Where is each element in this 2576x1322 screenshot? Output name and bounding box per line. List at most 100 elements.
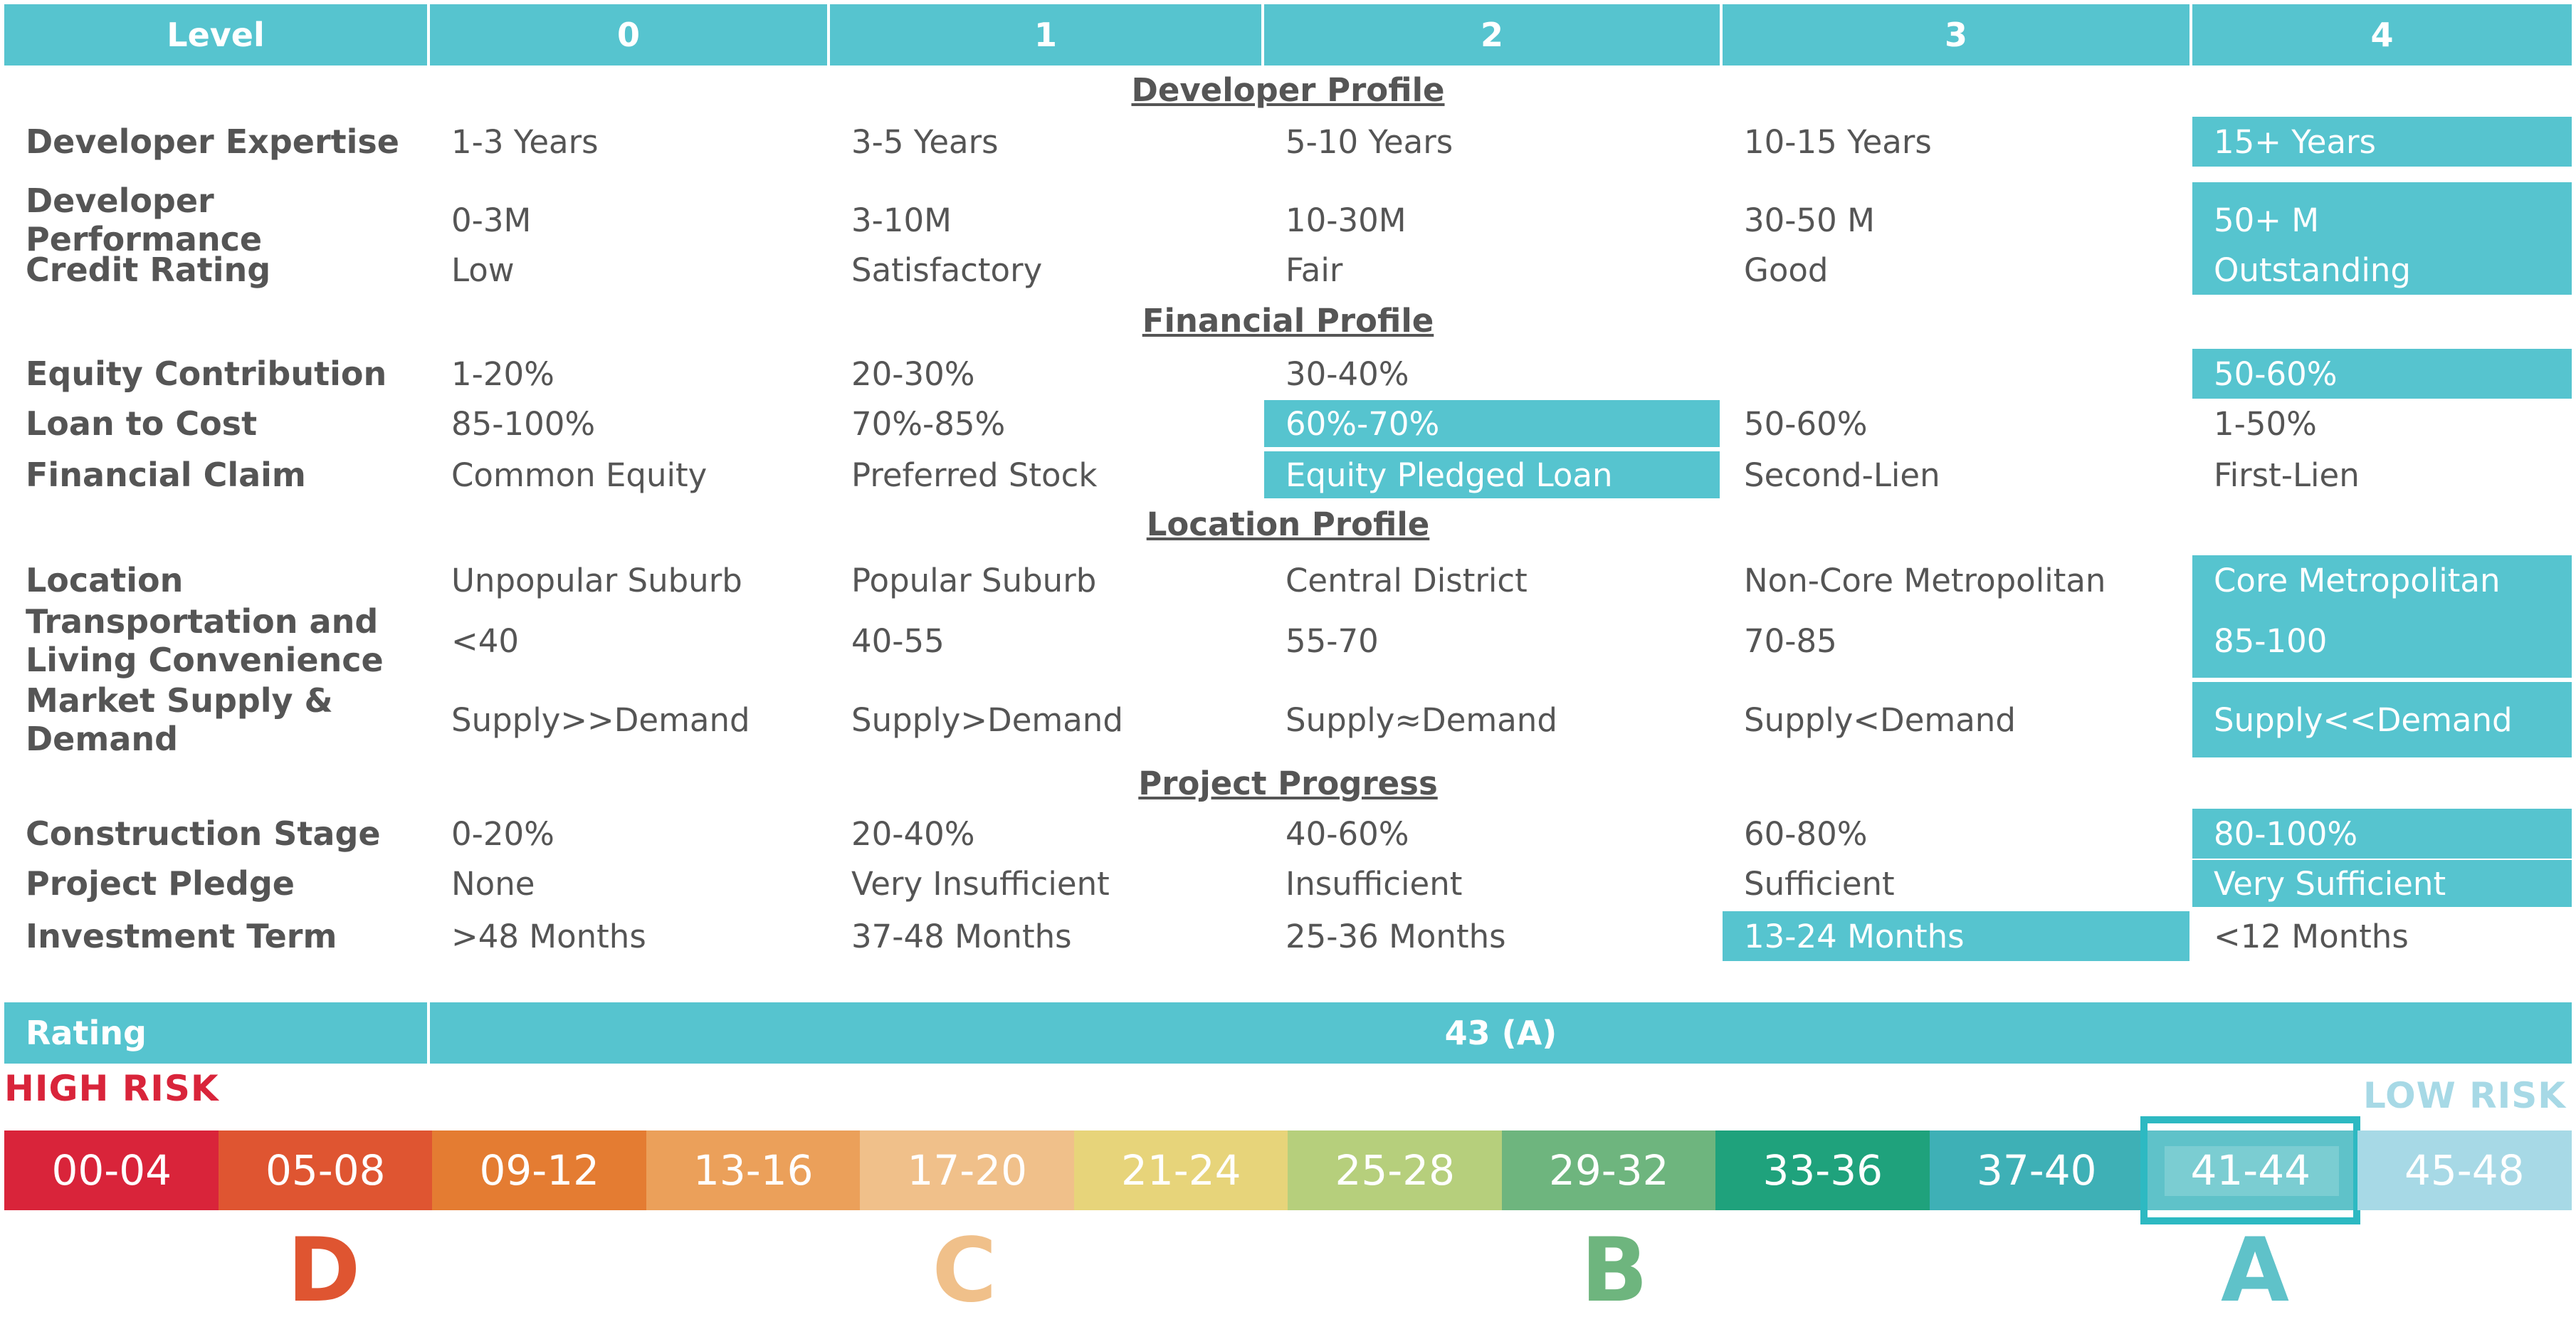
row-value-level-3: 60-80% xyxy=(1744,814,1868,853)
row-label: Equity Contribution xyxy=(26,355,387,393)
scale-segment-29-32: 29-32 xyxy=(1501,1130,1716,1210)
row-value-level-1: 3-5 Years xyxy=(851,122,999,161)
table-row-investment-term: Investment Term >48 Months 37-48 Months 25-… xyxy=(0,911,2576,961)
row-value-level-1: Satisfactory xyxy=(851,251,1043,289)
row-value-level-0: Low xyxy=(451,251,515,289)
row-value-level-1: Popular Suburb xyxy=(851,561,1097,599)
table-row-project-pledge: Project Pledge None Very Insufficient Insuf… xyxy=(0,860,2576,907)
rating-label: Rating xyxy=(4,1002,427,1064)
row-value-level-3 xyxy=(1723,349,2189,399)
row-value-level-0: Unpopular Suburb xyxy=(451,561,742,599)
row-value-level-3: Non-Core Metropolitan xyxy=(1744,561,2106,599)
row-value-level-2: Insufficient xyxy=(1286,864,1463,903)
row-value-level-4: Supply<<Demand xyxy=(2192,682,2572,757)
row-value-level-3: 30-50 M xyxy=(1744,201,1875,239)
level-0-header: 0 xyxy=(430,4,827,65)
row-value-level-0: 1-20% xyxy=(451,355,554,393)
level-header: Level xyxy=(4,4,427,65)
grade-letter-c: C xyxy=(932,1219,997,1322)
row-value-level-2: 30-40% xyxy=(1286,355,1409,393)
table-row-developer-expertise: Developer Expertise 1-3 Years 3-5 Years 5-1… xyxy=(0,117,2576,167)
row-value-level-0: <40 xyxy=(451,621,519,660)
selected-scale-marker xyxy=(2140,1116,2360,1224)
row-value-level-0: Supply>>Demand xyxy=(451,701,750,739)
scale-segment-37-40: 37-40 xyxy=(1929,1130,2144,1210)
row-value-level-2: 40-60% xyxy=(1286,814,1409,853)
row-value-level-1: Supply>Demand xyxy=(851,701,1123,739)
section-project-progress: Project Progress xyxy=(1138,765,1438,802)
level-1-header: 1 xyxy=(830,4,1261,65)
row-value-level-2: 25-36 Months xyxy=(1286,917,1506,955)
row-value-level-2: Supply≈Demand xyxy=(1286,701,1557,739)
row-value-level-3: Second-Lien xyxy=(1744,456,1940,494)
grade-letter-a: A xyxy=(2221,1219,2289,1322)
row-value-level-2: Equity Pledged Loan xyxy=(1264,451,1720,498)
table-row-market-supply-demand: Market Supply & Demand Supply>>Demand Supp… xyxy=(0,681,2576,758)
section-location-profile: Location Profile xyxy=(1146,505,1430,543)
selected-scale-inner xyxy=(2165,1146,2339,1196)
row-value-level-1: 20-40% xyxy=(851,814,975,853)
row-value-level-0: 1-3 Years xyxy=(451,122,599,161)
scale-segment-05-08: 05-08 xyxy=(218,1130,433,1210)
row-value-level-3: Good xyxy=(1744,251,1829,289)
row-value-level-1: 20-30% xyxy=(851,355,975,393)
section-developer-profile: Developer Profile xyxy=(1131,71,1445,109)
grade-letter-d: D xyxy=(287,1219,361,1322)
row-label: Financial Claim xyxy=(26,456,306,494)
grade-letter-b: B xyxy=(1580,1219,1649,1322)
scale-segment-41-44: 41-44 xyxy=(2143,1130,2358,1210)
row-value-level-1: 70%-85% xyxy=(851,404,1006,443)
row-value-level-4: <12 Months xyxy=(2214,917,2409,955)
row-value-level-3: 13-24 Months xyxy=(1723,911,2189,961)
row-value-level-4: 80-100% xyxy=(2192,809,2572,859)
scale-segment-00-04: 00-04 xyxy=(4,1130,219,1210)
table-row-construction-stage: Construction Stage 0-20% 20-40% 40-60% 60-80… xyxy=(0,809,2576,859)
scale-segment-33-36: 33-36 xyxy=(1715,1130,1930,1210)
scale-segment-25-28: 25-28 xyxy=(1288,1130,1503,1210)
row-value-level-0: 85-100% xyxy=(451,404,596,443)
row-value-level-4: 1-50% xyxy=(2214,404,2317,443)
row-value-level-1: Very Insufficient xyxy=(851,864,1110,903)
row-value-level-3: 10-15 Years xyxy=(1744,122,1932,161)
row-value-level-1: 40-55 xyxy=(851,621,945,660)
row-label: Developer Performance xyxy=(26,182,263,258)
table-row-financial-claim: Financial Claim Common Equity Preferred St… xyxy=(0,451,2576,498)
row-value-level-3: Supply<Demand xyxy=(1744,701,2016,739)
row-value-level-0: None xyxy=(451,864,535,903)
rating-value: 43 (A) xyxy=(430,1002,2572,1064)
level-2-header: 2 xyxy=(1264,4,1720,65)
row-value-level-4: Outstanding xyxy=(2192,245,2572,295)
row-label: Credit Rating xyxy=(26,251,271,289)
row-value-level-0: 0-20% xyxy=(451,814,554,853)
row-value-level-4: 85-100 xyxy=(2192,604,2572,678)
row-value-level-2: 55-70 xyxy=(1286,621,1379,660)
row-label: Construction Stage xyxy=(26,814,381,853)
level-3-header: 3 xyxy=(1723,4,2189,65)
scale-segment-17-20: 17-20 xyxy=(860,1130,1075,1210)
row-label: Developer Expertise xyxy=(26,122,400,161)
scale-segment-45-48: 45-48 xyxy=(2357,1130,2572,1210)
scale-segment-09-12: 09-12 xyxy=(432,1130,647,1210)
row-label: Loan to Cost xyxy=(26,404,258,443)
table-row-location: Location Unpopular Suburb Popular Suburb Ce… xyxy=(0,555,2576,605)
row-value-level-2: 60%-70% xyxy=(1264,400,1720,447)
row-value-level-3: 50-60% xyxy=(1744,404,1868,443)
table-row-equity-contribution: Equity Contribution 1-20% 20-30% 30-40% 50-6… xyxy=(0,349,2576,399)
row-value-level-2: Central District xyxy=(1286,561,1528,599)
row-label: Transportation and Living Convenience xyxy=(26,602,384,679)
row-value-level-3: Sufficient xyxy=(1744,864,1895,903)
row-value-level-4: First-Lien xyxy=(2214,456,2360,494)
row-label: Project Pledge xyxy=(26,864,295,903)
row-value-level-3: 70-85 xyxy=(1744,621,1837,660)
row-value-level-2: 10-30M xyxy=(1286,201,1407,239)
scale-segment-21-24: 21-24 xyxy=(1073,1130,1288,1210)
table-row-loan-to-cost: Loan to Cost 85-100% 70%-85% 60%-70% 50-60% 1… xyxy=(0,400,2576,447)
row-value-level-1: 3-10M xyxy=(851,201,952,239)
scale-segment-13-16: 13-16 xyxy=(646,1130,861,1210)
row-label: Investment Term xyxy=(26,917,337,955)
row-value-level-4: 50-60% xyxy=(2192,349,2572,399)
row-value-level-4: 15+ Years xyxy=(2192,117,2572,167)
row-value-level-0: Common Equity xyxy=(451,456,708,494)
row-value-level-1: Preferred Stock xyxy=(851,456,1098,494)
row-label: Market Supply & Demand xyxy=(26,681,333,758)
